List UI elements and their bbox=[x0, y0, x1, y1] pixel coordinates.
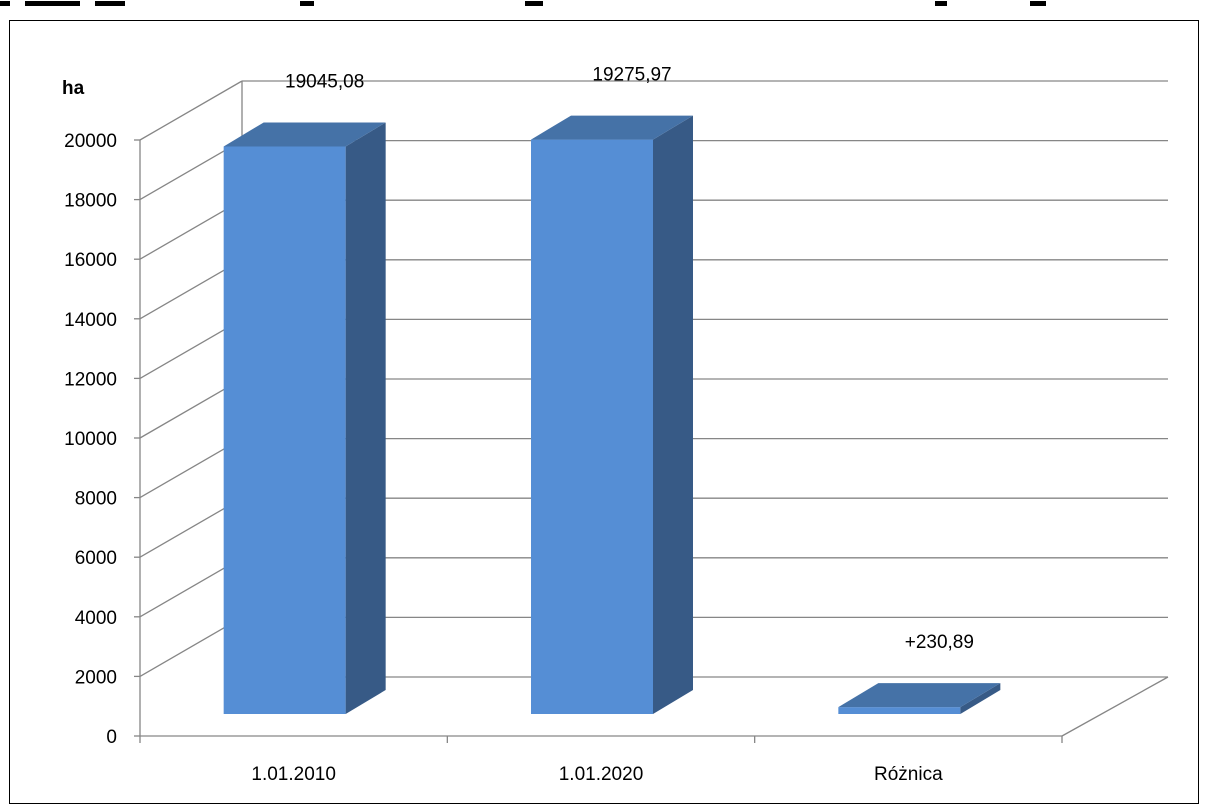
category-label: 1.01.2010 bbox=[251, 764, 336, 785]
y-tick-label: 18000 bbox=[64, 191, 117, 212]
data-label: +230,89 bbox=[905, 632, 974, 653]
category-label: 1.01.2020 bbox=[559, 764, 644, 785]
y-tick-label: 8000 bbox=[75, 489, 117, 510]
axes bbox=[134, 139, 1063, 743]
gridline-depth bbox=[139, 80, 243, 141]
bar bbox=[838, 683, 1001, 714]
bars bbox=[223, 115, 1001, 715]
y-tick-label: 4000 bbox=[75, 608, 117, 629]
y-tick-label: 0 bbox=[106, 727, 117, 748]
floor-right-edge bbox=[1061, 676, 1169, 737]
labels: 0 2000 4000 6000 8000 10000 12000 14000 16000 180… bbox=[64, 65, 974, 785]
data-label: 19275,97 bbox=[592, 65, 671, 86]
y-tick-label: 10000 bbox=[64, 429, 117, 450]
bar-side-face bbox=[960, 683, 1001, 714]
bar-side-face bbox=[345, 122, 386, 715]
y-tick-label: 2000 bbox=[75, 667, 117, 688]
bar-top-face bbox=[223, 122, 386, 147]
data-label: 19045,08 bbox=[285, 71, 364, 92]
y-axis-unit-label: ha bbox=[62, 78, 85, 99]
cropped-title-fragment bbox=[0, 0, 1208, 12]
category-label: Różnica bbox=[874, 764, 943, 785]
y-tick-label: 20000 bbox=[64, 131, 117, 152]
bar-top-face bbox=[531, 115, 693, 140]
bar-top-face bbox=[838, 683, 1001, 708]
bar-front-face bbox=[838, 707, 961, 714]
y-tick-label: 14000 bbox=[64, 310, 117, 331]
bar-front-face bbox=[223, 146, 346, 715]
gridlines bbox=[139, 80, 1169, 737]
bar-side-face bbox=[653, 115, 693, 714]
y-tick-label: 16000 bbox=[64, 250, 117, 271]
bar-front-face bbox=[531, 139, 653, 714]
cropped-title-marks bbox=[0, 1, 1046, 6]
y-tick-label: 6000 bbox=[75, 548, 117, 569]
bar bbox=[223, 122, 386, 715]
bar bbox=[531, 115, 693, 714]
y-tick-label: 12000 bbox=[64, 369, 117, 390]
